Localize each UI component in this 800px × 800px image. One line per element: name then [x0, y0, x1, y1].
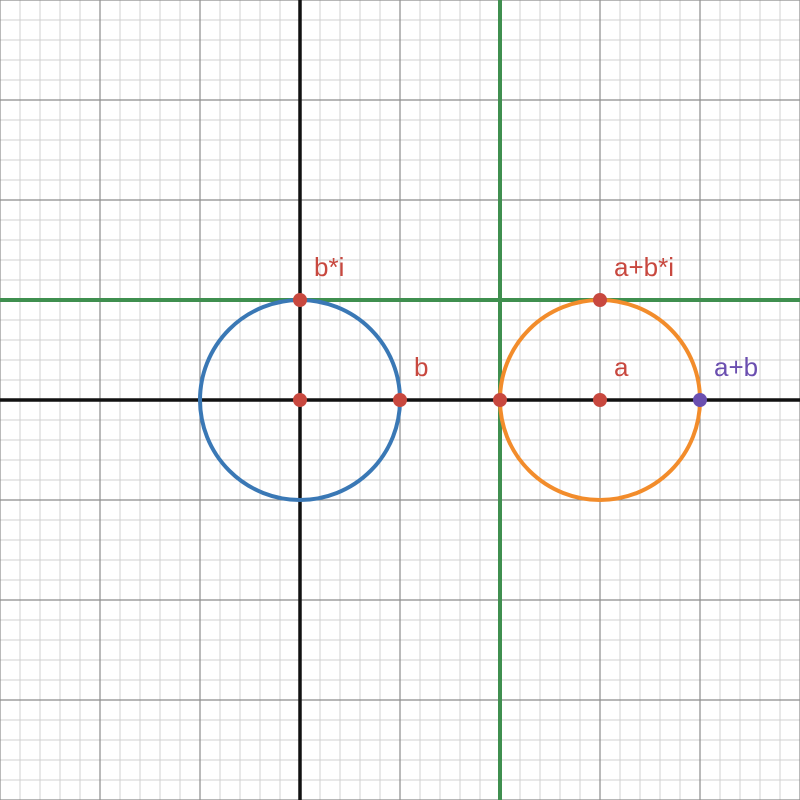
point-a-plus-b-label: a+b [714, 352, 758, 382]
point-a-plus-b-times-i-label: a+b*i [614, 252, 674, 282]
point-left-orange[interactable] [493, 393, 507, 407]
point-a[interactable] [593, 393, 607, 407]
point-a-plus-b-times-i[interactable] [593, 293, 607, 307]
origin-point[interactable] [293, 393, 307, 407]
labels-layer: b b*i a a+b*i a+b [314, 252, 758, 382]
point-b-times-i-label: b*i [314, 252, 344, 282]
points-layer[interactable] [293, 293, 707, 407]
point-b[interactable] [393, 393, 407, 407]
point-b-times-i[interactable] [293, 293, 307, 307]
point-b-label: b [414, 352, 428, 382]
point-a-plus-b[interactable] [693, 393, 707, 407]
point-a-label: a [614, 352, 629, 382]
